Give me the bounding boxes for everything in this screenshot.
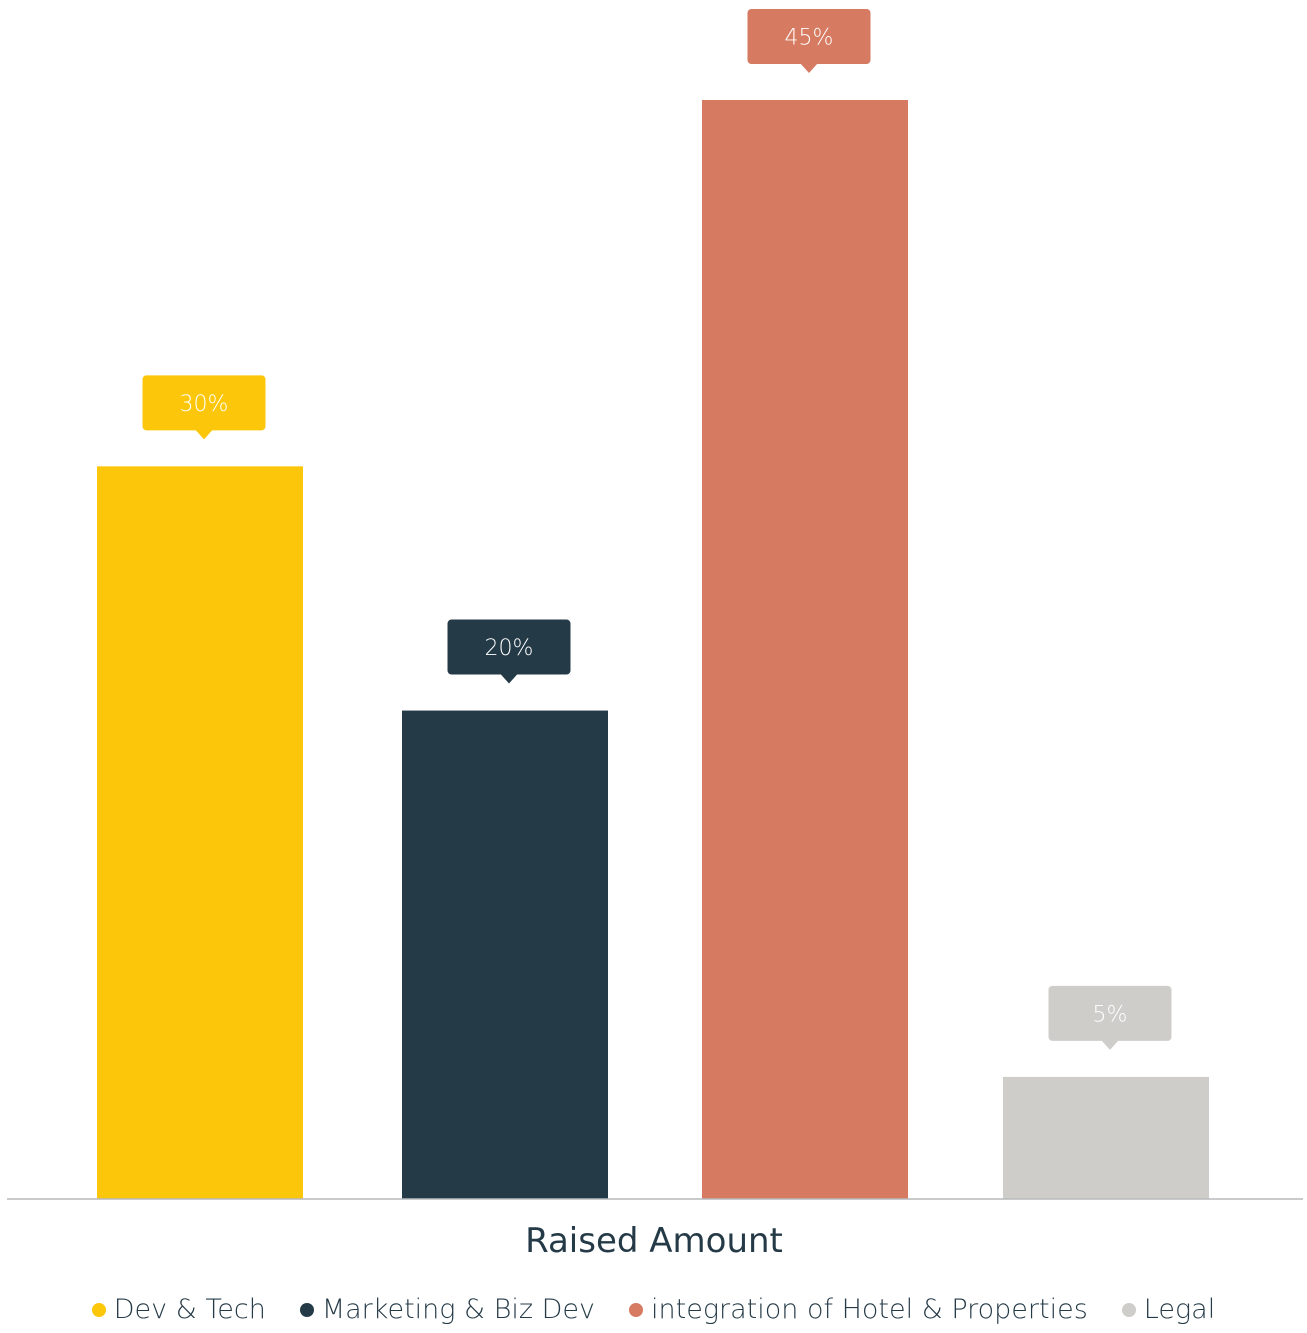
callout-pointer bbox=[500, 673, 518, 684]
x-axis-label: Raised Amount bbox=[525, 1221, 783, 1261]
legend-item-dev-and-tech: Dev & Tech bbox=[91, 1294, 266, 1325]
value-labels-group: 30% 20% 45% 5% bbox=[142, 9, 1172, 1050]
value-label: 30% bbox=[180, 392, 229, 417]
value-callout-marketing-and-biz-dev: 20% bbox=[447, 619, 571, 684]
callout-box bbox=[447, 619, 571, 675]
legend-label: Marketing & Biz Dev bbox=[321, 1294, 596, 1325]
callout-box bbox=[1048, 985, 1172, 1041]
value-label: 5% bbox=[1093, 1002, 1128, 1027]
value-callout-integration-of-hotel-and-properties: 45% bbox=[747, 9, 871, 73]
bar-integration-of-hotel-and-properties bbox=[702, 100, 908, 1199]
callout-pointer bbox=[1101, 1039, 1119, 1050]
legend: Dev & Tech Marketing & Biz Dev integration… bbox=[0, 1294, 1307, 1325]
callout-pointer bbox=[195, 429, 213, 440]
callout-pointer bbox=[800, 63, 818, 73]
legend-item-legal: Legal bbox=[1121, 1294, 1216, 1325]
bar-dev-and-tech bbox=[97, 466, 303, 1199]
callout-box bbox=[142, 375, 266, 431]
legend-marker bbox=[299, 1302, 314, 1317]
value-callout-dev-and-tech: 30% bbox=[142, 375, 266, 440]
callout-box bbox=[747, 9, 871, 64]
legend-item-marketing-and-biz-dev: Marketing & Biz Dev bbox=[299, 1294, 596, 1325]
bar-marketing-and-biz-dev bbox=[402, 710, 608, 1199]
legend-item-integration-of-hotel-and-properties: integration of Hotel & Properties bbox=[629, 1294, 1088, 1325]
legend-marker bbox=[1121, 1302, 1136, 1317]
legend-label: Dev & Tech bbox=[113, 1294, 266, 1325]
legend-label: integration of Hotel & Properties bbox=[651, 1294, 1088, 1325]
legend-label: Legal bbox=[1143, 1294, 1216, 1325]
value-callout-legal: 5% bbox=[1048, 985, 1172, 1050]
legend-marker bbox=[629, 1302, 644, 1317]
value-label: 45% bbox=[785, 26, 834, 51]
bar-legal bbox=[1003, 1076, 1209, 1199]
legend-marker bbox=[91, 1302, 106, 1317]
bars-group bbox=[97, 100, 1209, 1199]
value-label: 20% bbox=[485, 636, 534, 661]
